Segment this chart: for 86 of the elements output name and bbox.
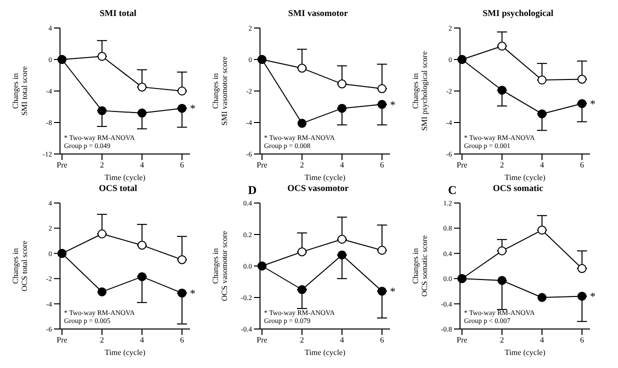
x-tick-label: 6: [580, 336, 584, 345]
x-tick-label: 4: [340, 160, 344, 170]
x-tick-label: Pre: [56, 336, 68, 345]
chart-title: SMI vasomotor: [287, 8, 348, 18]
point: [178, 104, 186, 113]
point: [178, 86, 186, 96]
point: [498, 86, 506, 95]
point: [178, 288, 186, 298]
x-tick-label: Pre: [456, 336, 468, 345]
point: [338, 234, 346, 244]
x-tick-label: 2: [300, 336, 304, 345]
point: [378, 246, 386, 255]
annotation: *: [390, 99, 396, 112]
x-tick-label: 2: [500, 336, 504, 345]
point: [138, 272, 146, 282]
point: [378, 286, 386, 296]
x-tick-label: 6: [580, 160, 584, 170]
point: [578, 264, 586, 274]
point: [338, 79, 346, 88]
x-tick-label: Pre: [456, 160, 468, 170]
x-axis-title: Time (cycle): [104, 348, 146, 357]
x-axis-title: Time (cycle): [104, 173, 146, 182]
x-tick-label: 4: [540, 336, 544, 345]
point: [378, 84, 386, 94]
x-tick-label: 4: [540, 160, 544, 170]
point: [138, 82, 146, 92]
x-tick-label: 4: [140, 336, 144, 345]
x-tick-label: 2: [100, 160, 104, 170]
x-axis-title: Time (cycle): [504, 348, 546, 357]
x-tick-label: Pre: [256, 336, 268, 345]
y-axis-title: Changes in SMI total score: [11, 66, 29, 116]
x-tick-label: 4: [140, 160, 144, 170]
x-tick-label: Pre: [256, 160, 268, 170]
chart-title: OCS total: [98, 183, 138, 193]
point: [578, 74, 586, 84]
x-tick-label: 4: [340, 336, 344, 345]
x-tick-label: 6: [380, 160, 384, 170]
point: [338, 104, 346, 113]
y-axis-title: Changes in SMI vasomotor score: [211, 56, 229, 126]
point: [298, 118, 306, 128]
point: [338, 250, 346, 260]
chart-title: SMI total: [98, 8, 136, 18]
chart-title: SMI psychological: [482, 8, 554, 18]
y-axis-title: Changes in SMI psychological score: [411, 50, 429, 131]
point: [378, 100, 386, 109]
point: [498, 42, 506, 51]
point: [538, 109, 546, 118]
x-axis-title: Time (cycle): [304, 348, 346, 357]
point: [138, 240, 146, 250]
text: C: [448, 183, 457, 198]
x-tick-label: Pre: [56, 160, 68, 170]
chart-title: OCS somatic: [492, 183, 544, 193]
x-axis-title: Time (cycle): [504, 173, 546, 182]
point: [298, 285, 306, 294]
point: [538, 293, 546, 302]
point: [498, 246, 506, 256]
annotation: *: [390, 286, 396, 298]
point: [138, 108, 146, 118]
point: [298, 64, 306, 73]
x-axis-title: Time (cycle): [304, 173, 346, 182]
point: [298, 247, 306, 256]
x-tick-label: 2: [100, 336, 104, 345]
point: [498, 276, 506, 285]
point: [578, 99, 586, 108]
point: [98, 52, 106, 61]
y-axis-title: Changes in OCS total score: [11, 240, 29, 292]
annotation: *: [590, 98, 596, 111]
x-tick-label: 6: [180, 336, 184, 345]
text: D: [248, 183, 257, 198]
y-axis-title: Changes in OCS vasomotor score: [211, 230, 229, 302]
point: [98, 229, 106, 238]
point: [578, 292, 586, 301]
annotation: *: [590, 291, 596, 304]
point: [538, 75, 546, 84]
x-tick-label: 2: [500, 160, 504, 170]
x-tick-label: 6: [380, 336, 384, 345]
point: [538, 226, 546, 235]
annotation: *: [190, 288, 196, 300]
annotation: *: [190, 103, 196, 116]
x-tick-label: 2: [300, 160, 304, 170]
point: [98, 106, 106, 116]
chart-title: OCS vasomotor: [286, 183, 349, 193]
x-tick-label: 6: [180, 160, 184, 170]
y-axis-title: Changes in OCS somatic score: [411, 234, 429, 297]
point: [98, 287, 106, 296]
point: [178, 255, 186, 264]
